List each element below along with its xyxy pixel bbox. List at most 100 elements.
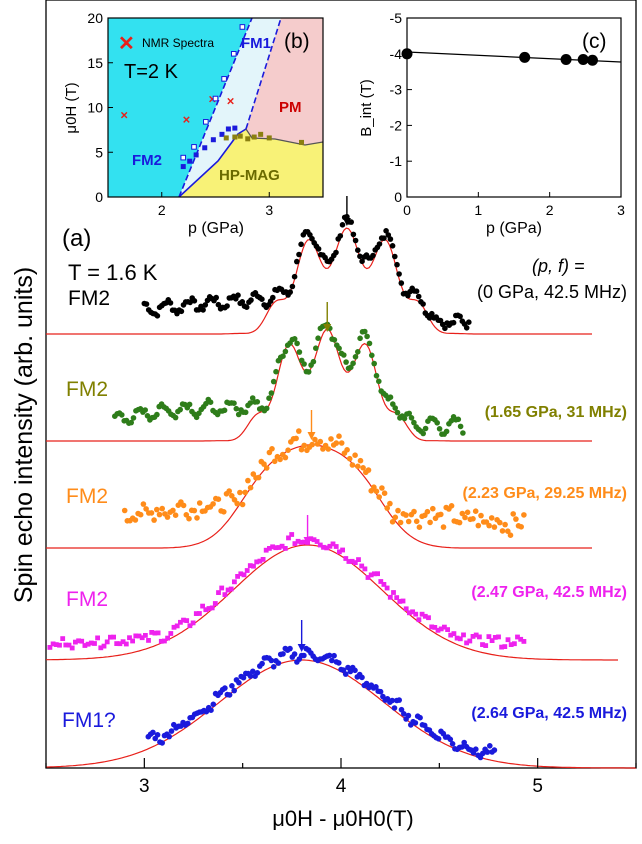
data-point — [487, 743, 493, 749]
data-point — [242, 409, 249, 416]
data-point — [457, 423, 464, 430]
data-point — [191, 507, 198, 514]
data-point — [475, 522, 482, 529]
data-point — [461, 632, 466, 638]
data-point — [396, 697, 403, 703]
fit-curve-2 — [46, 328, 592, 442]
data-point — [127, 635, 132, 641]
data-point — [521, 639, 527, 644]
data-point — [242, 489, 248, 496]
data-point — [413, 518, 420, 525]
data-point — [426, 615, 431, 621]
data-point — [346, 559, 352, 564]
data-point — [245, 477, 251, 484]
series-1: FM2 (0 GPa, 42.5 MHz) — [46, 213, 627, 335]
transition-point-open — [180, 154, 187, 161]
data-point — [234, 500, 240, 507]
data-point — [352, 354, 359, 360]
data-point — [455, 416, 462, 423]
data-point — [137, 511, 144, 518]
data-point — [376, 494, 383, 500]
data-point — [221, 509, 227, 515]
data-point — [521, 512, 527, 518]
data-point — [427, 519, 433, 526]
data-point — [259, 296, 265, 303]
inset-b-y-tick-label: 5 — [95, 144, 103, 160]
data-point — [356, 557, 361, 562]
data-point — [407, 610, 412, 616]
transition-point-open — [221, 76, 227, 82]
nmr-legend-marker: ✕ — [118, 33, 135, 55]
inset-c-frame — [406, 17, 622, 198]
transition-point — [202, 145, 208, 151]
data-point — [287, 289, 294, 295]
data-point — [168, 728, 175, 734]
series-4: FM2 (2.47 GPa, 42.5 MHz) — [46, 532, 627, 661]
data-point — [413, 288, 420, 295]
data-point — [235, 411, 242, 418]
data-point — [368, 572, 374, 578]
main-panel: FM2 (0 GPa, 42.5 MHz) FM2 (1.65 GPa, 31 MHz… — [10, 0, 637, 831]
data-point — [387, 500, 393, 507]
hp-mag-point — [299, 139, 304, 145]
transition-point — [193, 152, 199, 158]
data-point — [456, 519, 463, 526]
data-point — [273, 368, 279, 375]
data-point — [248, 297, 254, 303]
data-point — [314, 539, 320, 544]
data-point — [193, 611, 199, 616]
data-point — [459, 510, 466, 517]
data-point — [379, 485, 385, 491]
data-point — [362, 328, 368, 335]
data-point — [373, 372, 380, 379]
data-point — [194, 515, 200, 521]
data-point — [499, 528, 506, 534]
data-point — [130, 415, 137, 421]
data-point — [203, 607, 209, 613]
region-label-pm: PM — [279, 99, 302, 116]
data-point — [359, 674, 365, 681]
data-point — [282, 454, 289, 461]
data-point — [389, 243, 396, 249]
transition-point — [187, 158, 193, 164]
data-point — [187, 623, 193, 629]
inset-c-point — [577, 54, 589, 66]
inset-b-temperature: T=2 K — [124, 61, 179, 83]
inset-c-y-tick-label: -3 — [390, 82, 403, 98]
data-point — [210, 501, 216, 507]
data-point — [470, 516, 476, 522]
data-point — [451, 631, 457, 636]
data-point — [365, 467, 372, 473]
inset-b-panel-label: (b) — [284, 30, 310, 53]
x-tick-label: 4 — [336, 776, 347, 797]
data-point — [411, 508, 417, 515]
data-point — [291, 651, 298, 657]
condition-label: (1.65 GPa, 31 MHz) — [485, 404, 627, 421]
data-point — [275, 660, 282, 666]
peak-arrowhead — [297, 644, 306, 652]
data-point — [486, 522, 492, 529]
data-point — [251, 563, 256, 569]
data-point — [280, 353, 286, 360]
data-point — [228, 586, 234, 592]
data-point — [377, 688, 384, 695]
data-point — [309, 235, 315, 242]
phase-label: FM1? — [62, 709, 116, 732]
data-point — [391, 590, 396, 595]
data-point — [95, 635, 100, 641]
data-point — [121, 507, 128, 514]
data-point — [472, 508, 479, 514]
data-point — [401, 711, 407, 717]
inset-c-y-tick-label: -5 — [390, 10, 403, 26]
data-point — [492, 635, 498, 640]
data-point — [143, 506, 149, 512]
data-point — [450, 319, 457, 326]
data-point — [464, 640, 469, 646]
data-point — [489, 638, 495, 643]
data-point — [387, 236, 394, 242]
data-point — [159, 505, 165, 512]
data-point — [470, 634, 476, 639]
data-point — [132, 517, 139, 523]
data-point — [197, 611, 202, 616]
